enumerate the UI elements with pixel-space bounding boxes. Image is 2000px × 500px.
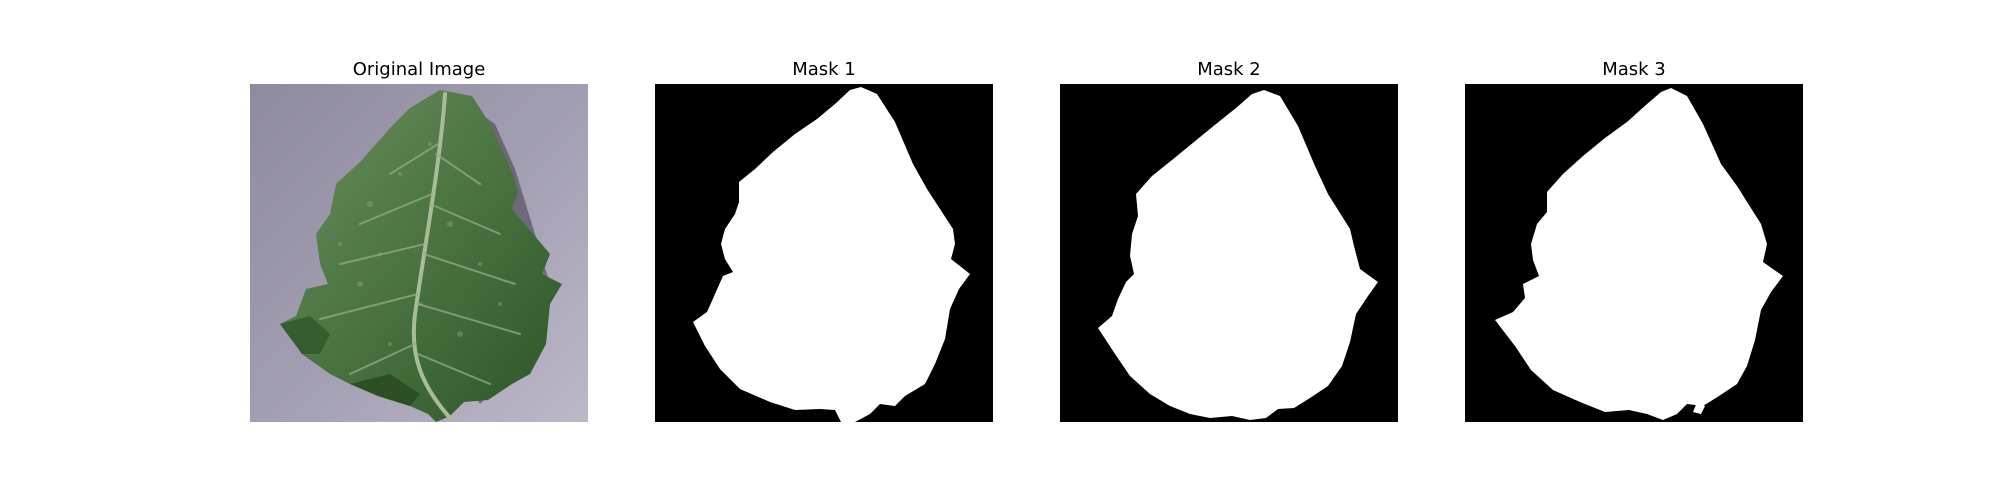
panel-mask-2: Mask 2 — [1060, 0, 1398, 500]
panel-mask-3: Mask 3 — [1465, 0, 1803, 500]
mask-foreground-leaf — [693, 87, 970, 422]
panel-title: Original Image — [352, 59, 486, 80]
mask-foreground-leaf — [1495, 88, 1783, 420]
leaf-midrib — [411, 92, 452, 420]
mask-3-image — [1465, 84, 1803, 422]
panel-original-image: Original Image — [250, 0, 588, 500]
mask-foreground-leaf — [1098, 90, 1378, 420]
leaf-lobe-left — [280, 316, 330, 354]
mask-3-graphic — [1465, 84, 1803, 422]
panel-title: Mask 2 — [1197, 59, 1261, 80]
leaf-veins — [319, 143, 521, 385]
leaf-blade — [280, 90, 562, 422]
mask-2-graphic — [1060, 84, 1398, 422]
mask-2-image — [1060, 84, 1398, 422]
panel-title: Mask 1 — [792, 59, 856, 80]
leaf-photo-graphic — [250, 84, 588, 422]
mask-1-graphic — [655, 84, 993, 422]
panel-mask-1: Mask 1 — [655, 0, 993, 500]
mask-1-image — [655, 84, 993, 422]
leaf-lobe-bottom — [350, 374, 420, 406]
mask-fragment — [1693, 402, 1705, 414]
panel-title: Mask 3 — [1602, 59, 1666, 80]
original-leaf-photo — [250, 84, 588, 422]
